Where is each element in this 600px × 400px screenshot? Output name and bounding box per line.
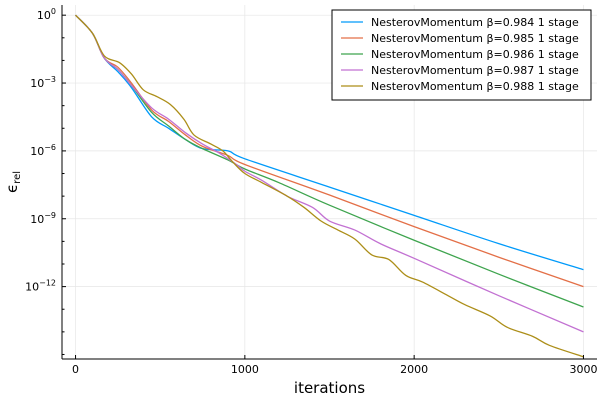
series-line-4 (75, 14, 584, 333)
legend-label: NesterovMomentum β=0.986 1 stage (371, 48, 579, 61)
legend-label: NesterovMomentum β=0.987 1 stage (371, 64, 579, 77)
y-tick-label: 100 (37, 7, 56, 22)
legend-entry: NesterovMomentum β=0.988 1 stage (341, 80, 579, 93)
y-tick-label: 10−9 (30, 211, 56, 226)
legend-entry: NesterovMomentum β=0.986 1 stage (341, 48, 579, 61)
y-axis-label-main: ϵ (3, 184, 21, 193)
y-tick-label-base: 10 (30, 213, 44, 226)
legend-box (331, 9, 592, 101)
legend-label: NesterovMomentum β=0.988 1 stage (371, 80, 579, 93)
x-tick-label: 0 (72, 363, 79, 376)
y-tick-label-exponent: −3 (44, 75, 56, 84)
y-tick-label: 10−6 (30, 143, 56, 158)
axis-titles: iterations ϵrel (3, 171, 365, 397)
x-axis-label: iterations (294, 379, 365, 397)
y-tick-label-exponent: −6 (44, 143, 56, 152)
y-tick-label-base: 10 (30, 77, 44, 90)
legend-entry: NesterovMomentum β=0.987 1 stage (341, 64, 579, 77)
legend-label: NesterovMomentum β=0.984 1 stage (371, 16, 579, 29)
series-line-2 (75, 14, 584, 288)
series-line-5 (75, 14, 584, 358)
x-tick-label: 2000 (400, 363, 428, 376)
x-tick-label: 3000 (569, 363, 597, 376)
y-tick-label-exponent: 0 (51, 7, 56, 16)
y-axis-label: ϵrel (3, 171, 23, 193)
series-lines (75, 14, 584, 358)
y-tick-label-base: 10 (25, 281, 39, 294)
y-tick-label-base: 10 (37, 9, 51, 22)
legend-entry: NesterovMomentum β=0.985 1 stage (341, 32, 579, 45)
legend: NesterovMomentum β=0.984 1 stage Nesterov… (331, 9, 592, 101)
y-axis-label-sub: rel (12, 171, 23, 184)
legend-entry: NesterovMomentum β=0.984 1 stage (341, 16, 579, 29)
y-tick-label-exponent: −9 (44, 211, 56, 220)
y-tick-label-exponent: −12 (39, 279, 56, 288)
legend-label: NesterovMomentum β=0.985 1 stage (371, 32, 579, 45)
y-tick-label: 10−12 (25, 279, 56, 294)
x-tick-label: 1000 (231, 363, 259, 376)
y-tick-label-base: 10 (30, 145, 44, 158)
y-tick-label: 10−3 (30, 75, 56, 90)
axes (61, 5, 597, 360)
